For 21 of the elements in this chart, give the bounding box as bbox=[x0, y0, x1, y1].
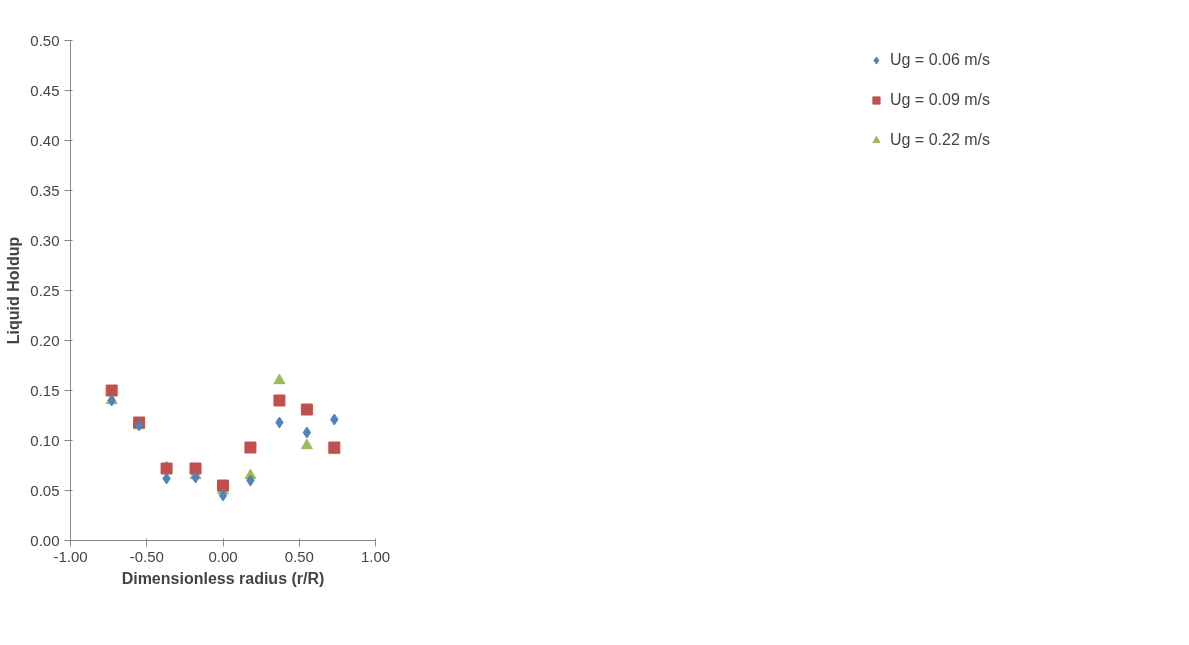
y-tick-label: 0.25 bbox=[30, 281, 60, 299]
y-tick-label: 0.30 bbox=[30, 231, 60, 249]
y-tick-label: 0.05 bbox=[30, 481, 60, 499]
y-tick-label: 0.40 bbox=[30, 131, 60, 149]
x-axis-title: Dimensionless radius (r/R) bbox=[121, 569, 325, 587]
x-tick-label: 0.00 bbox=[208, 547, 238, 565]
x-tick-label: 0.50 bbox=[284, 547, 314, 565]
y-tick-label: 0.15 bbox=[30, 381, 60, 399]
y-tick-label: 0.10 bbox=[30, 431, 60, 449]
y-tick-label: 0.20 bbox=[30, 331, 60, 349]
x-tick-label: -0.50 bbox=[129, 547, 164, 565]
legend-label: Ug = 0.06 m/s bbox=[889, 51, 990, 69]
y-tick-label: 0.45 bbox=[30, 81, 60, 99]
y-tick-label: 0.35 bbox=[30, 181, 60, 199]
x-tick-label: 1.00 bbox=[360, 547, 391, 565]
legend-label: Ug = 0.09 m/s bbox=[889, 91, 990, 109]
y-axis-title: Liquid Holdup bbox=[5, 236, 23, 345]
legend-label: Ug = 0.22 m/s bbox=[889, 131, 990, 149]
y-tick-label: 0.50 bbox=[30, 31, 60, 49]
x-tick-label: -1.00 bbox=[53, 547, 88, 565]
y-tick-label: 0.00 bbox=[30, 531, 60, 549]
